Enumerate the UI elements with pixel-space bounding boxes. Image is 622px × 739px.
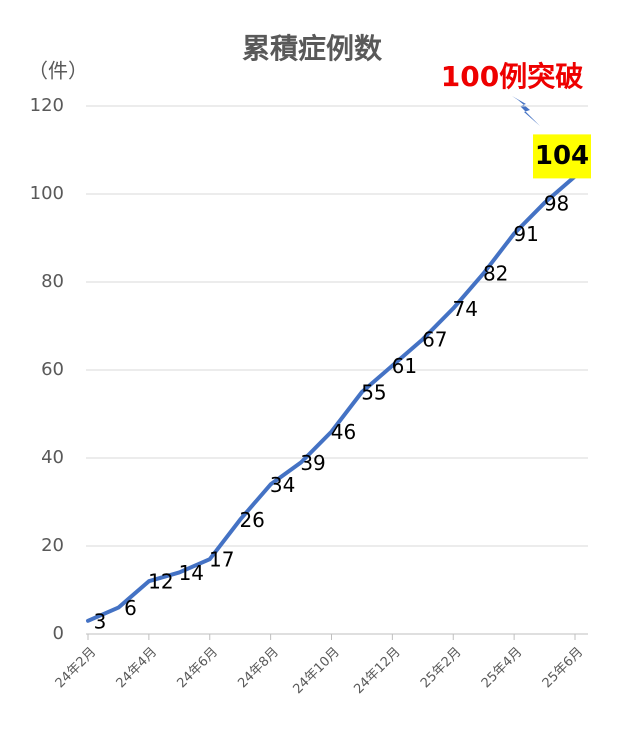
data-label: 82 [483,262,508,286]
x-tick-label: 25年2月 [418,645,465,692]
data-label: 46 [331,420,356,444]
x-tick-label: 24年12月 [351,645,403,697]
x-tick-label: 25年6月 [540,645,587,692]
y-tick-label: 0 [53,623,64,644]
line [86,174,577,623]
x-tick-label: 24年2月 [53,645,100,692]
chart-title: 累積症例数 [242,32,383,65]
data-label: 61 [392,354,417,378]
data-label: 39 [300,451,325,475]
data-label: 74 [453,297,478,321]
y-axis-label: （件） [28,59,88,83]
data-label: 3 [94,609,107,633]
y-tick-label: 20 [41,535,64,556]
data-label: 104 [535,141,589,171]
data-label: 12 [148,570,173,594]
x-tick-label: 24年6月 [175,645,222,692]
data-label: 26 [239,508,264,532]
data-label: 14 [179,561,204,585]
y-tick-label: 100 [30,183,64,204]
data-label: 55 [361,381,386,405]
data-label: 91 [513,222,538,246]
y-tick-label: 40 [41,447,64,468]
data-label: 98 [544,191,569,215]
highlight-box [533,134,591,179]
lightning-icon [512,96,540,126]
x-tick-label: 24年10月 [290,645,342,697]
data-label: 17 [209,548,234,572]
data-label: 6 [124,596,137,620]
data-label: 67 [422,328,447,352]
y-tick-label: 120 [30,95,64,116]
x-tick-label: 24年8月 [235,645,282,692]
x-tick-label: 24年4月 [114,645,161,692]
y-tick-label: 60 [41,359,64,380]
y-tick-label: 80 [41,271,64,292]
x-tick-label: 25年4月 [479,645,526,692]
annotation: 100例突破 [441,60,583,93]
data-label: 34 [270,473,295,497]
